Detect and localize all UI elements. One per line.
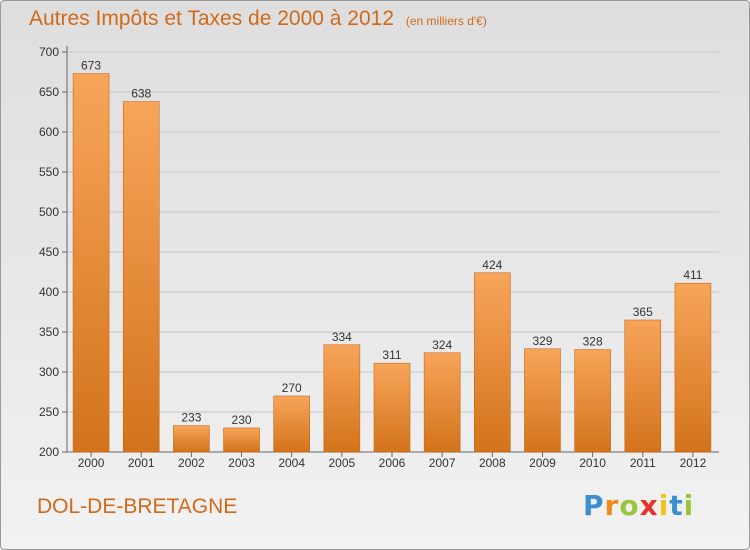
logo-letter: o — [619, 489, 640, 522]
x-tick-label-2008: 2008 — [479, 456, 506, 470]
y-tick-label: 550 — [39, 165, 59, 179]
chart-unit: (en milliers d'€) — [405, 14, 487, 28]
value-label-2005: 334 — [332, 330, 352, 344]
y-tick-label: 700 — [39, 45, 59, 59]
x-tick-labels: 2000 2001 2002 2003 2004 2005 2006 2007 2008 2009… — [78, 456, 707, 470]
x-tick-label-2009: 2009 — [529, 456, 556, 470]
value-label-2008: 424 — [482, 258, 502, 272]
town-name: DOL-DE-BRETAGNE — [37, 495, 238, 518]
value-label-2002: 233 — [181, 411, 201, 425]
x-tick-label-2004: 2004 — [278, 456, 305, 470]
chart-title-text: Autres Impôts et Taxes de 2000 à 2012 — [29, 7, 395, 30]
x-tick-label-2007: 2007 — [429, 456, 456, 470]
value-label-2003: 230 — [232, 413, 252, 427]
logo-letter: x — [639, 489, 659, 522]
x-tick-label-2005: 2005 — [328, 456, 355, 470]
value-label-2006: 311 — [382, 348, 401, 362]
x-tick-label-2010: 2010 — [579, 456, 606, 470]
logo-letter: P — [583, 489, 605, 522]
bar-2004 — [273, 395, 310, 453]
bar-2003 — [223, 427, 260, 453]
bar-2006 — [373, 362, 411, 453]
value-labels: 673 638 233 230 270 334 311 324 424 329 328 365 411 — [81, 59, 703, 427]
x-tick-label-2012: 2012 — [680, 456, 707, 470]
y-tick-label: 200 — [39, 445, 59, 459]
y-tick-label: 500 — [39, 205, 59, 219]
bar-2008 — [474, 272, 511, 453]
value-label-2012: 411 — [683, 268, 702, 282]
value-label-2001: 638 — [131, 87, 151, 101]
bar-2009 — [524, 348, 561, 453]
y-tick-label: 650 — [39, 85, 59, 99]
logo-letter: i — [658, 489, 670, 522]
y-tick-label: 450 — [39, 245, 59, 259]
x-tick-label-2003: 2003 — [228, 456, 255, 470]
bar-2002 — [173, 425, 210, 453]
value-label-2004: 270 — [282, 381, 302, 395]
x-tick-label-2001: 2001 — [128, 456, 155, 470]
chart-title: Autres Impôts et Taxes de 2000 à 2012 (e… — [29, 7, 487, 31]
logo-letter: r — [604, 489, 620, 522]
bars — [72, 73, 712, 453]
y-tick-label: 400 — [39, 285, 59, 299]
bar-2001 — [122, 101, 160, 453]
x-tick-label-2000: 2000 — [78, 456, 105, 470]
y-tick-label: 350 — [39, 325, 59, 339]
y-tick-label: 600 — [39, 125, 59, 139]
y-tick-label: 250 — [39, 405, 59, 419]
logo-letter: i — [683, 489, 695, 522]
bar-2011 — [624, 319, 662, 453]
bar-2000 — [72, 73, 110, 453]
x-tick-label-2002: 2002 — [178, 456, 205, 470]
bar-2007 — [423, 352, 461, 453]
logo-letter: t — [669, 489, 684, 522]
value-label-2000: 673 — [81, 59, 101, 73]
proxiti-logo[interactable]: Proxiti — [583, 489, 694, 522]
y-tick-label: 300 — [39, 365, 59, 379]
value-label-2010: 328 — [583, 335, 603, 349]
x-tick-label-2011: 2011 — [630, 456, 656, 470]
x-tick-label-2006: 2006 — [379, 456, 406, 470]
value-label-2009: 329 — [532, 334, 552, 348]
bar-2012 — [674, 282, 712, 453]
value-label-2011: 365 — [633, 305, 653, 319]
value-label-2007: 324 — [432, 338, 452, 352]
y-tick-labels: 200 250 300 350 400 450 500 550 600 650 700 — [39, 45, 59, 459]
bar-2005 — [323, 344, 361, 453]
bar-2010 — [574, 349, 611, 453]
